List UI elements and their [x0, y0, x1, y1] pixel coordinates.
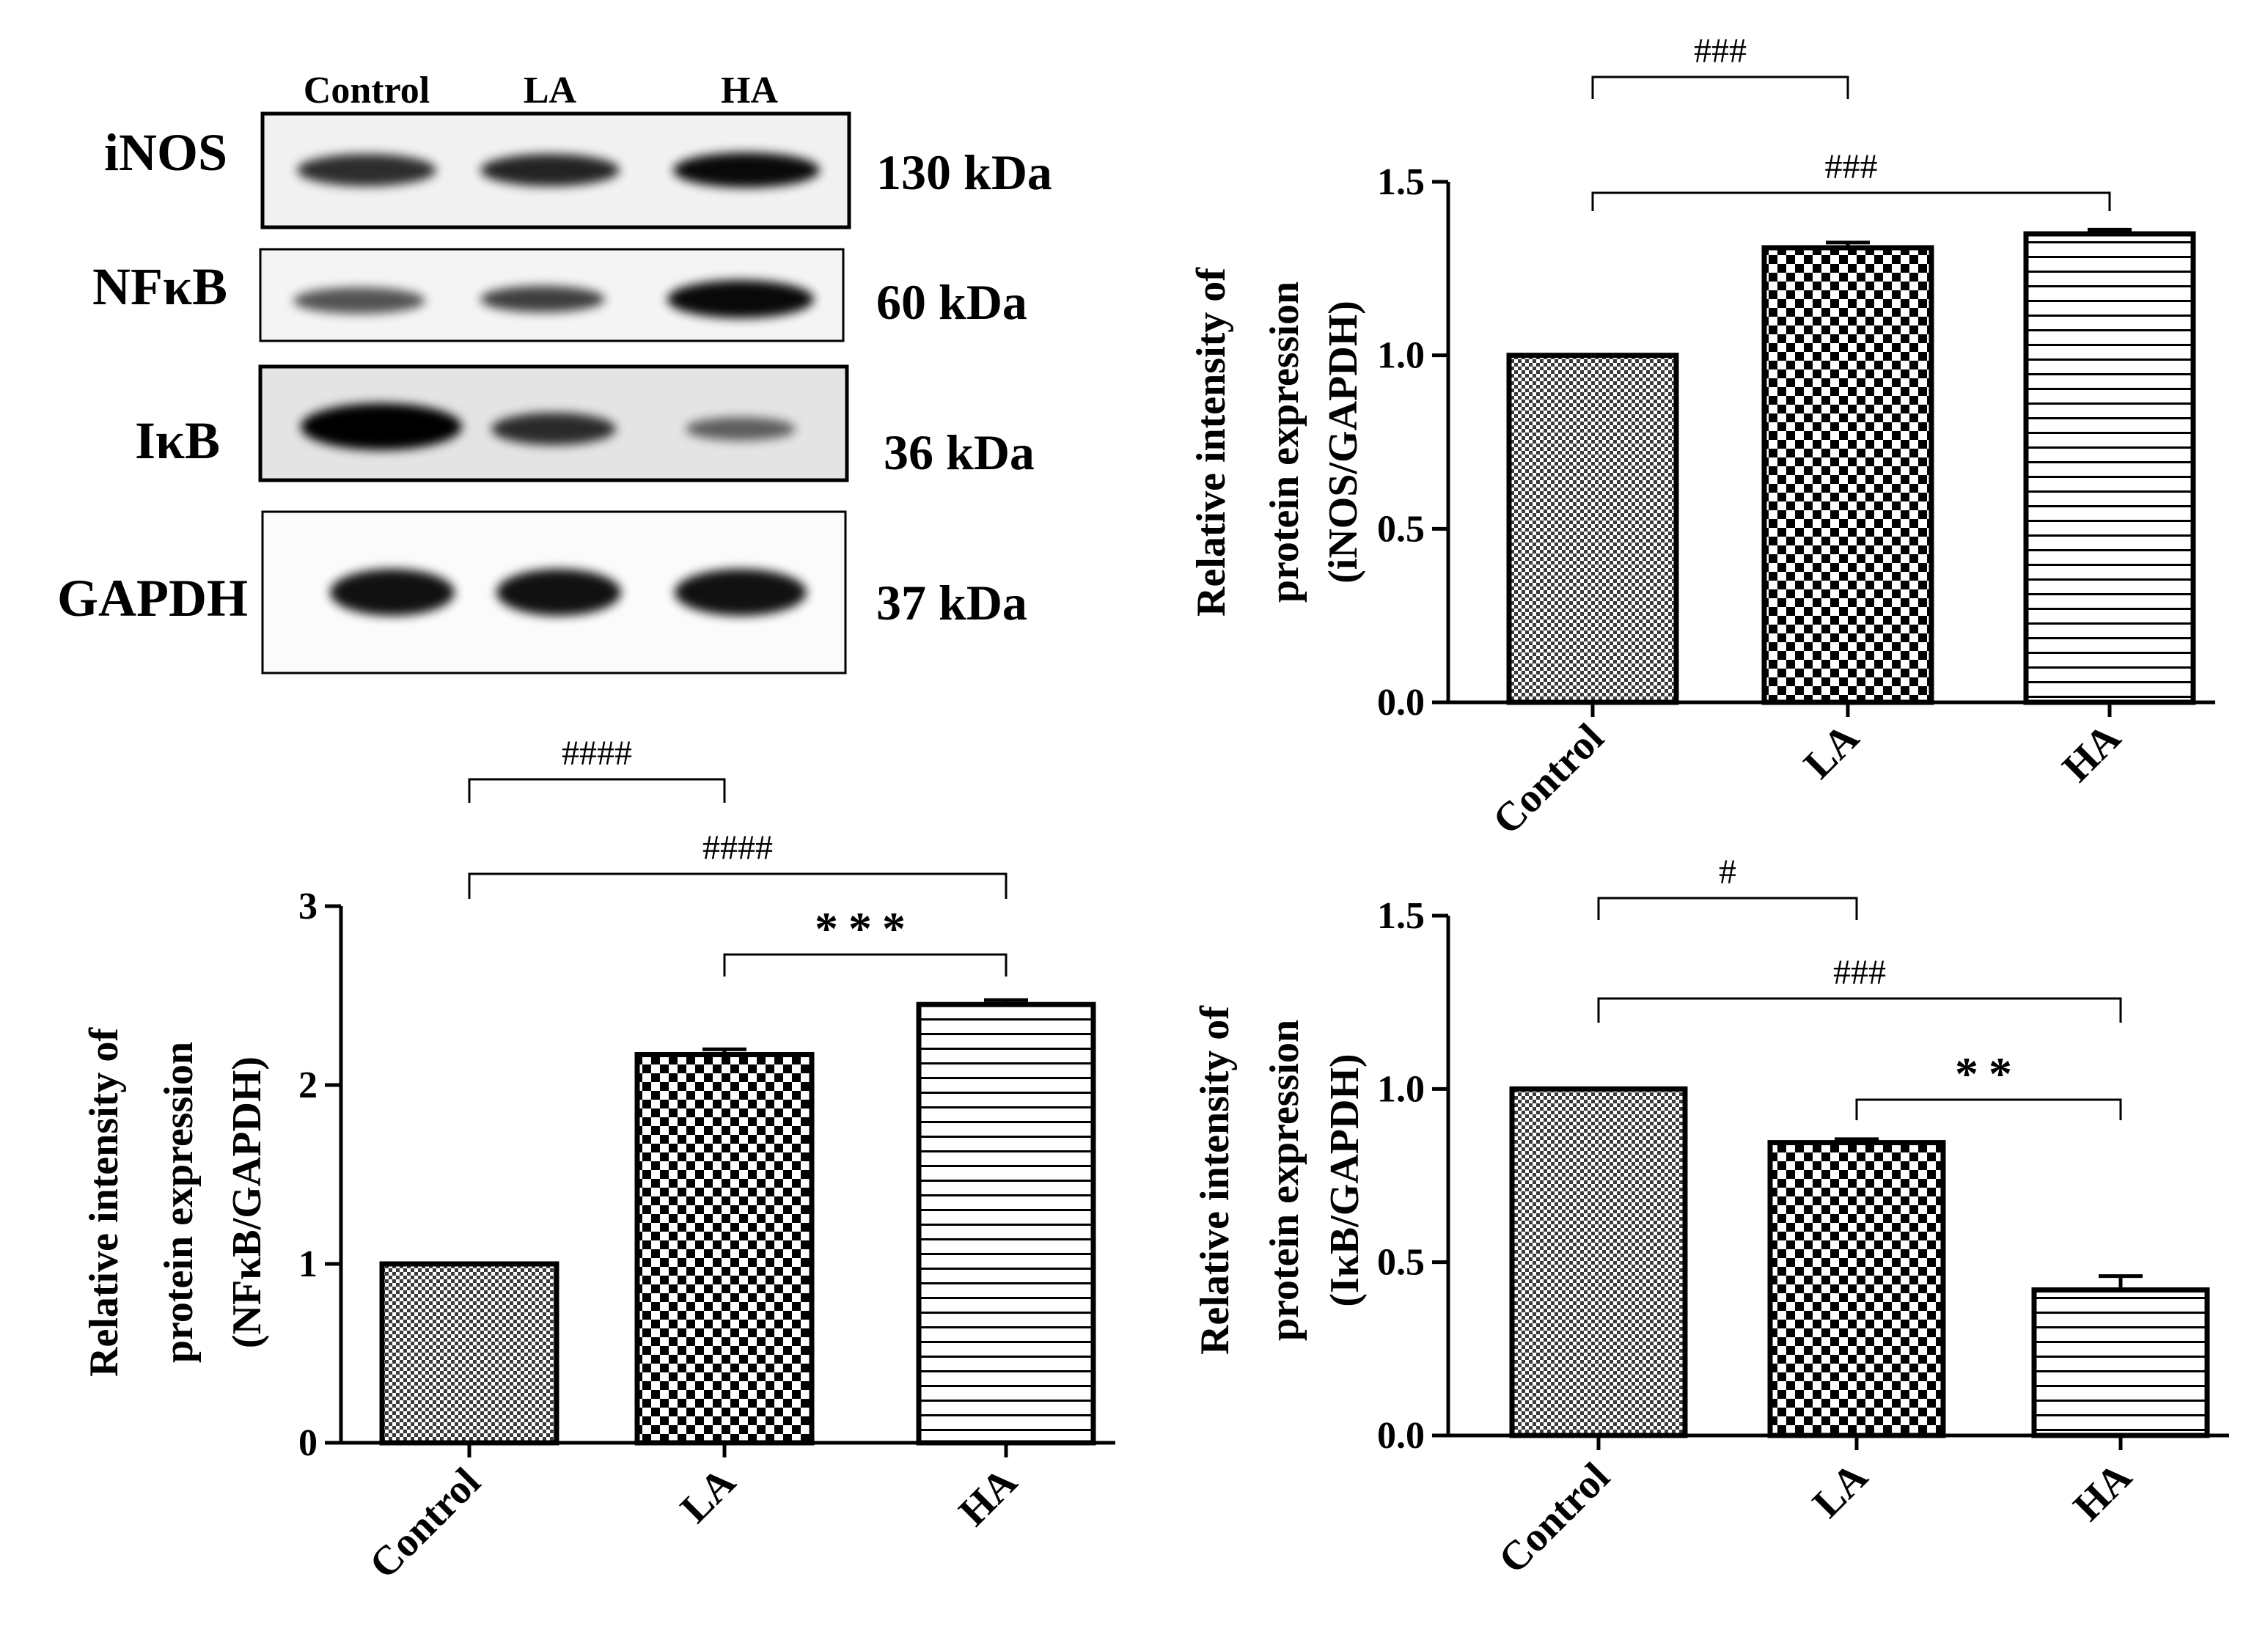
- lane-label-control: Control: [304, 70, 430, 111]
- x-category-label-ikb-2: HA: [2065, 1454, 2141, 1530]
- significance-bracket-nfkb-0: [468, 778, 726, 803]
- band-gapdh-ha: [675, 569, 807, 616]
- bar-nfkb-la: [634, 1052, 815, 1446]
- blot-row-gapdh: GAPDH 37 kDa: [57, 510, 1027, 674]
- x-category-label-nfkb-0: Control: [361, 1459, 489, 1587]
- y-axis-label-nfkb-line-1: protein expression: [156, 1042, 202, 1363]
- band-nfkb-control: [293, 287, 425, 314]
- band-inos-la: [480, 154, 620, 186]
- x-category-label-ikb-1: LA: [1804, 1454, 1876, 1526]
- x-category-label-inos-0: Control: [1484, 715, 1612, 843]
- y-tick-label-ikb-1: 0.5: [1377, 1242, 1425, 1284]
- band-nfkb-la: [480, 286, 605, 312]
- y-axis-label-nfkb-line-2: (NFκB/GAPDH): [224, 1056, 270, 1348]
- significance-label-nfkb-2: ***: [815, 902, 916, 955]
- chart-inos: 0.0 0.5 1.0 1.5 Control LA HA Relative intensit…: [1189, 32, 2215, 843]
- bar-nfkb-ha: [916, 1001, 1096, 1446]
- significance-label-ikb-0: #: [1719, 853, 1736, 891]
- bar-inos-ha: [2023, 231, 2196, 705]
- significance-bracket-nfkb-2: [723, 953, 1008, 977]
- significance-label-inos-0: ###: [1694, 32, 1747, 70]
- band-nfkb-ha: [667, 280, 814, 318]
- blot-row-nfkb: NFκB 60 kDa: [92, 248, 1027, 342]
- significance-bracket-nfkb-1: [468, 872, 1008, 899]
- band-ikb-control: [301, 403, 462, 450]
- protein-label-ikb: IκB: [135, 411, 220, 470]
- significance-bracket-inos-1: [1591, 191, 2111, 211]
- x-category-label-ikb-0: Control: [1490, 1454, 1618, 1582]
- y-tick-label-ikb-2: 1.0: [1377, 1068, 1425, 1110]
- x-category-label-nfkb-1: LA: [672, 1459, 744, 1531]
- x-category-label-inos-1: LA: [1795, 715, 1868, 787]
- y-axis-label-inos-line-1: protein expression: [1262, 282, 1307, 603]
- significance-label-ikb-2: **: [1955, 1048, 2022, 1100]
- band-ikb-la: [491, 413, 616, 445]
- significance-label-inos-1: ###: [1825, 147, 1878, 186]
- bar-nfkb-control: [379, 1261, 559, 1446]
- significance-label-nfkb-1: ####: [702, 828, 773, 867]
- y-axis-label-ikb-line-1: protein expression: [1262, 1020, 1307, 1341]
- mw-label-ikb: 36 kDa: [884, 424, 1035, 480]
- y-tick-label-ikb-3: 1.5: [1377, 895, 1425, 937]
- lane-label-ha: HA: [721, 70, 778, 111]
- protein-label-gapdh: GAPDH: [57, 569, 248, 628]
- bar-ikb-control: [1509, 1086, 1688, 1438]
- significance-bracket-ikb-2: [1855, 1098, 2122, 1120]
- y-tick-label-nfkb-2: 2: [298, 1064, 318, 1106]
- significance-bracket-ikb-1: [1597, 997, 2122, 1023]
- y-axis-label-inos-line-0: Relative intensity of: [1189, 267, 1234, 617]
- lane-label-la: LA: [524, 70, 577, 111]
- y-tick-label-inos-0: 0.0: [1377, 682, 1425, 724]
- band-inos-ha: [673, 152, 820, 188]
- y-tick-label-inos-2: 1.0: [1377, 335, 1425, 377]
- y-axis-label-inos-line-2: (iNOS/GAPDH): [1321, 301, 1366, 584]
- y-tick-label-ikb-0: 0.0: [1377, 1415, 1425, 1457]
- protein-label-nfkb: NFκB: [92, 257, 227, 316]
- y-tick-label-nfkb-3: 3: [298, 886, 318, 927]
- bar-inos-control: [1506, 353, 1679, 705]
- chart-nfkb: 0 1 2 3 Control LA HA Relative intensity of prot…: [81, 734, 1115, 1587]
- band-gapdh-la: [496, 569, 621, 616]
- x-category-label-nfkb-2: HA: [950, 1459, 1027, 1535]
- chart-ikb: 0.0 0.5 1.0 1.5 Control LA HA Relative intensit…: [1192, 853, 2229, 1582]
- bar-ikb-ha: [2031, 1287, 2210, 1438]
- mw-label-nfkb: 60 kDa: [876, 274, 1027, 330]
- significance-bracket-inos-0: [1591, 76, 1849, 99]
- y-tick-label-nfkb-1: 1: [298, 1243, 318, 1285]
- band-ikb-ha: [686, 417, 796, 441]
- y-axis-label-ikb-line-0: Relative intensity of: [1192, 1005, 1238, 1355]
- mw-label-inos: 130 kDa: [876, 144, 1052, 200]
- y-tick-label-inos-3: 1.5: [1377, 161, 1425, 203]
- y-axis-label-nfkb-line-0: Relative intensity of: [81, 1027, 127, 1377]
- bar-inos-la: [1761, 245, 1934, 705]
- blot-row-inos: iNOS 130 kDa: [104, 111, 1052, 229]
- blot-row-ikb: IκB 36 kDa: [135, 364, 1035, 482]
- bar-ikb-la: [1767, 1140, 1946, 1438]
- protein-label-inos: iNOS: [104, 123, 227, 182]
- significance-label-nfkb-0: ####: [562, 734, 632, 773]
- mw-label-gapdh: 37 kDa: [876, 575, 1027, 630]
- significance-bracket-ikb-0: [1597, 897, 1858, 920]
- band-gapdh-control: [330, 569, 455, 616]
- western-blot-panel: Control LA HA iNOS 130 kDa NFκB 60 kDa I…: [57, 70, 1052, 674]
- y-axis-label-ikb-line-2: (IκB/GAPDH): [1322, 1054, 1368, 1306]
- band-inos-control: [297, 154, 436, 186]
- x-category-label-inos-2: HA: [2054, 715, 2130, 791]
- y-tick-label-nfkb-0: 0: [298, 1422, 318, 1464]
- significance-label-ikb-1: ###: [1833, 953, 1886, 992]
- y-tick-label-inos-1: 0.5: [1377, 508, 1425, 550]
